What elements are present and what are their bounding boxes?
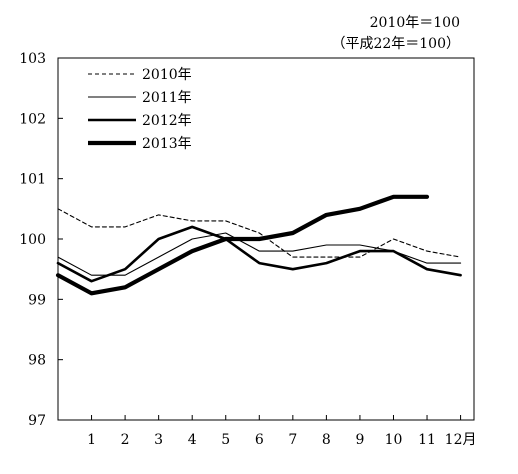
legend-label: 2012年 [142,113,192,129]
y-tick-label: 101 [19,172,46,188]
series-line-2013年 [55,194,430,296]
chart-axes: 97 98 99 100 101 102 103 1 2 3 4 5 6 7 8 9 10 11 12月 [19,51,476,448]
legend-label: 2013年 [142,136,192,152]
base-year-heisei-note: （平成22年＝100） [331,36,460,52]
y-tick-label: 99 [28,292,46,308]
x-tick-label: 10 [385,432,403,448]
legend-label: 2011年 [142,90,192,106]
x-tick-label: 3 [154,432,163,448]
x-tick-label: 6 [255,432,264,448]
y-tick-label: 98 [28,353,46,369]
x-tick-label: 1 [87,432,96,448]
x-tick-label: 12月 [445,432,477,448]
x-tick-label: 11 [418,432,436,448]
x-tick-label: 7 [288,432,297,448]
x-tick-label: 4 [188,432,197,448]
series-line-2012年 [56,225,462,283]
y-tick-label: 102 [19,111,46,127]
y-tick-label: 97 [28,413,46,429]
series-line-2010年 [57,208,462,258]
legend-label: 2010年 [142,67,192,83]
x-tick-label: 8 [322,432,331,448]
chart-legend: 2010年 2011年 2012年 2013年 [88,67,192,152]
chart-series [55,194,462,296]
x-tick-label: 9 [355,432,364,448]
x-tick-label: 2 [121,432,130,448]
y-tick-label: 100 [19,232,46,248]
y-tick-label: 103 [19,51,46,67]
x-tick-label: 5 [221,432,230,448]
base-year-note: 2010年＝100 [369,15,460,31]
